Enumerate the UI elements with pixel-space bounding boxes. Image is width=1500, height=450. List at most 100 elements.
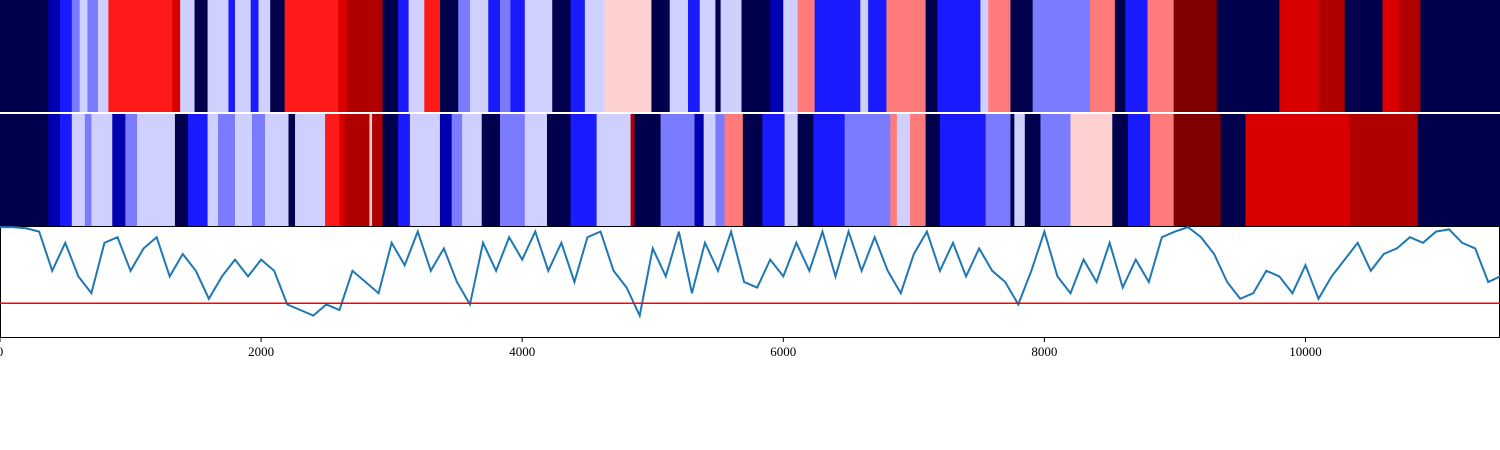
state-segment bbox=[270, 0, 286, 112]
state-segment bbox=[339, 114, 346, 226]
state-segment bbox=[797, 0, 816, 112]
state-segment bbox=[570, 114, 598, 226]
state-segment bbox=[985, 114, 1011, 226]
state-segment bbox=[398, 0, 410, 112]
state-segment bbox=[207, 0, 229, 112]
state-segment bbox=[1173, 0, 1218, 112]
state-segment bbox=[372, 114, 384, 226]
plot-frame bbox=[0, 226, 1500, 338]
state-segment bbox=[604, 0, 652, 112]
state-segment bbox=[937, 0, 981, 112]
state-segment bbox=[112, 114, 126, 226]
state-segment bbox=[469, 0, 489, 112]
state-segment bbox=[742, 114, 763, 226]
state-segment bbox=[715, 0, 722, 112]
state-segment bbox=[288, 114, 296, 226]
x-tick-label: 0 bbox=[0, 344, 3, 359]
state-segment bbox=[1040, 114, 1071, 226]
state-segment bbox=[71, 114, 86, 226]
state-segment bbox=[1150, 114, 1175, 226]
state-segment bbox=[630, 114, 635, 226]
state-segment bbox=[1420, 0, 1500, 112]
state-segment bbox=[48, 0, 61, 112]
state-segment bbox=[258, 0, 271, 112]
state-segment bbox=[338, 0, 348, 112]
state-segment bbox=[1318, 0, 1346, 112]
state-segment bbox=[48, 114, 61, 226]
state-segment bbox=[500, 0, 511, 112]
state-segment bbox=[174, 114, 189, 226]
state-segment bbox=[1344, 0, 1384, 112]
state-segment bbox=[715, 114, 726, 226]
x-tick-label: 4000 bbox=[509, 344, 535, 359]
state-segment bbox=[1010, 114, 1015, 226]
state-segment bbox=[925, 0, 938, 112]
state-segment bbox=[896, 114, 911, 226]
state-segment bbox=[125, 114, 138, 226]
state-segment bbox=[783, 0, 799, 112]
state-segment bbox=[1173, 114, 1222, 226]
state-segment bbox=[1090, 0, 1116, 112]
state-segment bbox=[108, 0, 173, 112]
state-segment bbox=[784, 114, 799, 226]
state-segment bbox=[669, 0, 689, 112]
state-segment bbox=[1382, 0, 1400, 112]
state-segment bbox=[458, 0, 471, 112]
state-segment bbox=[1112, 114, 1129, 226]
state-segment bbox=[1349, 114, 1419, 226]
state-segment bbox=[596, 114, 632, 226]
state-segment bbox=[762, 114, 786, 226]
state-segment bbox=[868, 0, 887, 112]
state-segment bbox=[424, 0, 441, 112]
state-segment bbox=[1125, 0, 1149, 112]
state-segment bbox=[408, 0, 425, 112]
state-segment bbox=[0, 114, 49, 226]
state-segment bbox=[234, 0, 252, 112]
state-segment bbox=[60, 0, 73, 112]
state-segment bbox=[250, 0, 259, 112]
state-segment bbox=[84, 114, 92, 226]
state-segment bbox=[234, 114, 253, 226]
state-segment bbox=[194, 0, 209, 112]
state-segment bbox=[844, 114, 891, 226]
state-segment bbox=[552, 0, 571, 112]
state-segment bbox=[60, 114, 73, 226]
state-segment bbox=[1279, 0, 1320, 112]
state-segment bbox=[1216, 0, 1280, 112]
state-segment bbox=[251, 114, 266, 226]
state-segment bbox=[228, 0, 236, 112]
state-segment bbox=[71, 0, 81, 112]
state-segment bbox=[546, 114, 571, 226]
state-segment bbox=[925, 114, 941, 226]
state-segment bbox=[720, 0, 743, 112]
state-segment bbox=[813, 114, 846, 226]
state-segment bbox=[886, 0, 927, 112]
state-segment bbox=[439, 114, 453, 226]
state-segment bbox=[265, 114, 290, 226]
state-segment bbox=[634, 114, 662, 226]
state-segment bbox=[0, 0, 49, 112]
state-segment bbox=[1147, 0, 1175, 112]
x-tick-label: 8000 bbox=[1031, 344, 1057, 359]
state-segment bbox=[79, 0, 88, 112]
state-segment bbox=[699, 0, 716, 112]
state-segment bbox=[939, 114, 987, 226]
state-segment bbox=[703, 114, 716, 226]
state-segment bbox=[187, 114, 209, 226]
x-tick-label: 2000 bbox=[248, 344, 274, 359]
state-segment bbox=[1032, 0, 1091, 112]
state-segment bbox=[1417, 114, 1500, 226]
state-segment bbox=[1245, 114, 1351, 226]
state-segment bbox=[1114, 0, 1126, 112]
state-segment bbox=[398, 114, 411, 226]
x-tick-label: 6000 bbox=[770, 344, 796, 359]
state-segment bbox=[741, 0, 771, 112]
state-segment bbox=[218, 114, 236, 226]
state-segment bbox=[97, 0, 109, 112]
state-segment bbox=[180, 0, 196, 112]
state-segment bbox=[814, 0, 861, 112]
state-segment bbox=[524, 114, 548, 226]
state-segment bbox=[570, 0, 586, 112]
state-segment bbox=[488, 0, 501, 112]
